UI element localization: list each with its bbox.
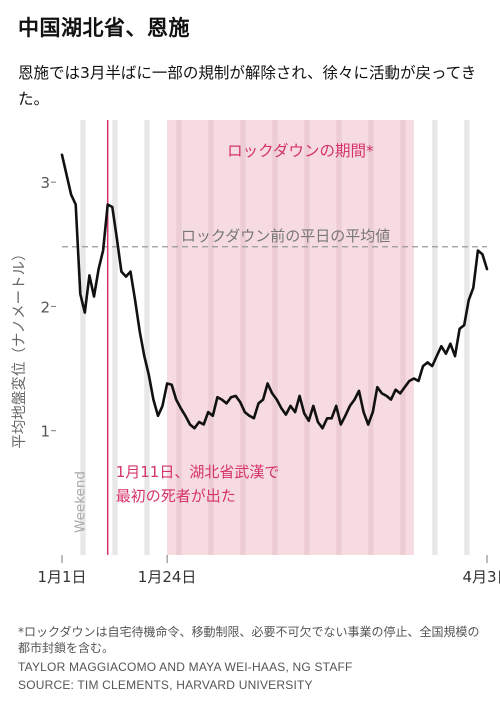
weekend-band (144, 120, 150, 555)
weekend-band (432, 120, 438, 555)
chart-annotations: ロックダウンの期間* ロックダウン前の平日の平均値 1月11日、湖北省武漢で最初の死… (72, 142, 390, 533)
weekend-band (336, 120, 342, 555)
weekend-band (80, 120, 86, 555)
series-line (60, 153, 489, 430)
event-label-line1: 1月11日、湖北省武漢で (116, 463, 280, 481)
chart-bands (80, 120, 470, 555)
displacement-line-chart: 1 2 3 1月1日 1月24日 4月3日 平均地盤変位（ナノメートル） ロックダウンの期間… (11, 120, 500, 586)
x-tick-label: 1月24日 (138, 568, 197, 586)
reference-label: ロックダウン前の平日の平均値 (181, 227, 390, 245)
credit-source: SOURCE: TIM CLEMENTS, HARVARD UNIVERSITY (18, 678, 313, 692)
x-tick-label: 1月1日 (37, 568, 86, 586)
credit-authors: TAYLOR MAGGIACOMO AND MAYA WEI-HAAS, NG … (18, 660, 353, 674)
weekend-band (464, 120, 470, 555)
weekend-band (176, 120, 182, 555)
weekend-band (368, 120, 374, 555)
chart-axes: 1 2 3 1月1日 1月24日 4月3日 平均地盤変位（ナノメートル） (11, 174, 500, 586)
y-axis-label: 平均地盤変位（ナノメートル） (11, 246, 28, 448)
footnote: *ロックダウンは自宅待機命令、移動制限、必要不可欠でない事業の停止、全国規模の都… (18, 625, 480, 655)
chart-series (60, 153, 489, 430)
y-tick-label: 3 (40, 174, 50, 192)
weekend-band (272, 120, 278, 555)
event-label-line2: 最初の死者が出た (116, 487, 236, 505)
weekend-band (304, 120, 310, 555)
weekend-band (400, 120, 406, 555)
page-title: 中国湖北省、恩施 (18, 16, 190, 40)
y-tick-label: 1 (40, 423, 50, 441)
page-subtitle: 恩施では3月半ばに一部の規制が解除され、徐々に活動が戻ってきた。 (18, 64, 477, 108)
x-tick-label: 4月3日 (462, 568, 500, 586)
weekend-band (240, 120, 246, 555)
weekend-band (208, 120, 214, 555)
lockdown-label: ロックダウンの期間* (227, 142, 374, 160)
y-tick-label: 2 (40, 298, 50, 316)
weekend-band (112, 120, 118, 555)
weekend-label: Weekend (72, 471, 88, 533)
